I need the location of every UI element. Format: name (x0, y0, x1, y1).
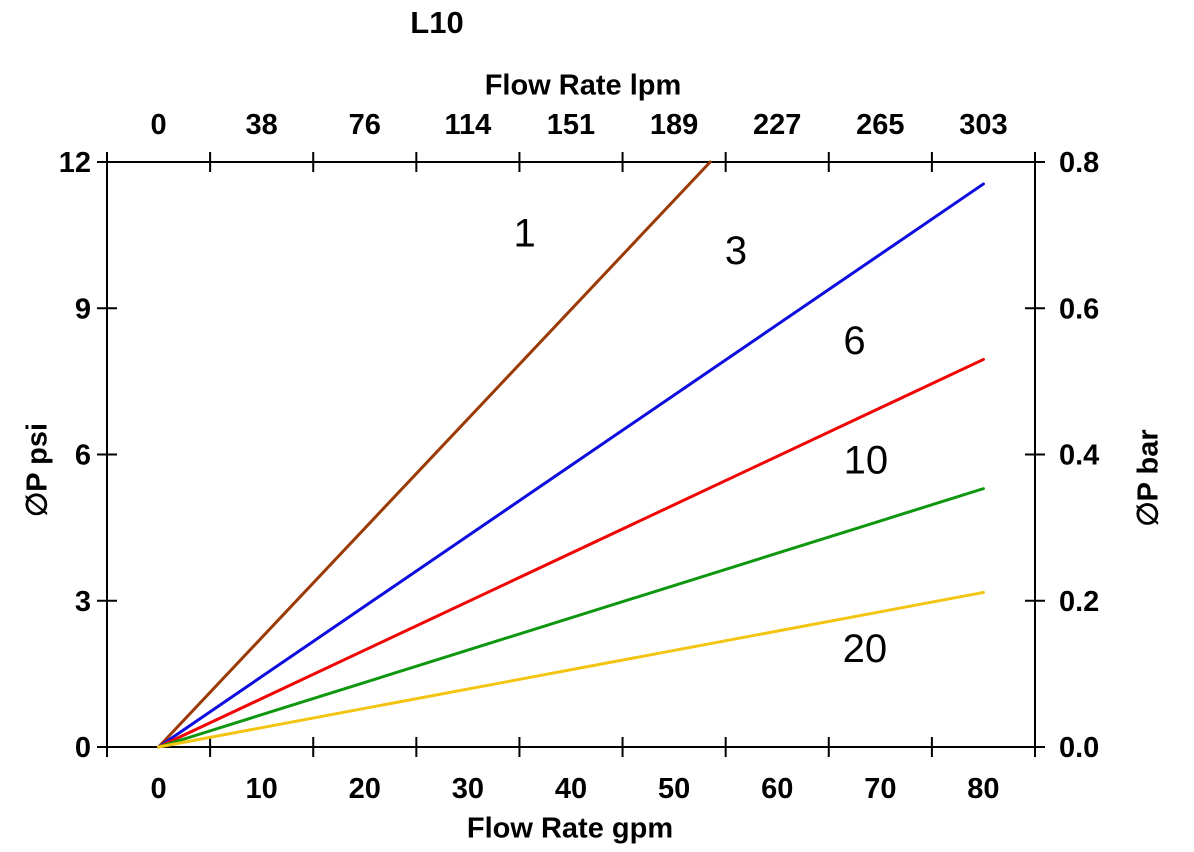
bottom-axis-tick-label: 10 (246, 773, 278, 805)
series-label-1: 1 (513, 212, 535, 256)
left-axis-tick-label: 0 (75, 732, 91, 764)
bottom-axis-tick-label: 70 (864, 773, 896, 805)
plot-frame (106, 161, 1036, 748)
top-axis-tick-label: 151 (547, 109, 595, 141)
top-axis-title: Flow Rate lpm (484, 69, 682, 102)
top-axis-tick-label: 227 (753, 109, 801, 141)
series-label-10: 10 (844, 438, 889, 482)
series-line-1 (157, 160, 712, 749)
series-line-6 (157, 357, 985, 749)
right-axis-tick-label: 0.0 (1059, 732, 1099, 764)
left-axis-tick-label: 12 (59, 147, 91, 179)
right-axis-tick-label: 0.2 (1059, 586, 1099, 618)
bottom-axis-tick-label: 20 (349, 773, 381, 805)
series-line-20 (157, 590, 985, 749)
bottom-axis-tick-label: 0 (150, 773, 166, 805)
right-axis-tick-label: 0.6 (1059, 293, 1099, 325)
bottom-axis-tick-label: 30 (452, 773, 484, 805)
right-axis-title: ∅P bar (1132, 429, 1165, 527)
series-label-3: 3 (725, 229, 747, 273)
left-axis-tick-label: 3 (75, 586, 91, 618)
bottom-axis-tick-label: 80 (967, 773, 999, 805)
bottom-axis-title: Flow Rate gpm (466, 812, 674, 845)
top-axis-tick-label: 114 (444, 109, 491, 141)
series-label-6: 6 (843, 319, 865, 363)
top-axis-tick-label: 303 (959, 109, 1007, 141)
left-axis-tick-label: 6 (75, 440, 91, 472)
series-line-3 (157, 182, 985, 749)
bottom-axis-tick-label: 60 (761, 773, 793, 805)
left-axis-tick-label: 9 (75, 293, 91, 325)
top-axis-tick-label: 76 (349, 109, 381, 141)
series-label-20: 20 (843, 627, 888, 671)
top-axis-tick-label: 265 (856, 109, 904, 141)
top-axis-tick-label: 189 (650, 109, 698, 141)
top-axis-tick-label: 38 (246, 109, 278, 141)
bottom-axis-tick-label: 40 (555, 773, 587, 805)
right-axis-tick-label: 0.8 (1059, 147, 1099, 179)
chart-title: L10 (410, 5, 464, 40)
bottom-axis-tick-label: 50 (658, 773, 690, 805)
left-axis-title: ∅P psi (21, 422, 54, 518)
series-line-10 (157, 487, 985, 749)
right-axis-tick-label: 0.4 (1059, 440, 1099, 472)
top-axis-tick-label: 0 (150, 109, 166, 141)
